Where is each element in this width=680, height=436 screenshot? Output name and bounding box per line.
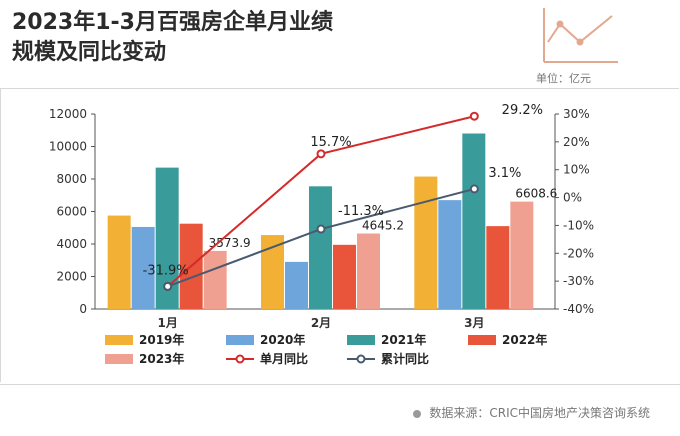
- legend-swatch: [105, 335, 133, 345]
- bar: [261, 235, 284, 309]
- legend-label: 2021年: [381, 332, 426, 347]
- unit-label: 单位：亿元: [536, 72, 591, 85]
- legend-label: 2022年: [502, 332, 547, 347]
- bar: [155, 167, 179, 309]
- chart-title-line1: 2023年1-3月百强房企单月业绩: [12, 10, 333, 35]
- y-right-tick-label: 10%: [563, 163, 590, 177]
- legend-label: 2020年: [260, 332, 305, 347]
- legend-label: 2019年: [139, 332, 184, 347]
- bar: [203, 250, 227, 309]
- legend-swatch: [105, 354, 133, 364]
- legend-swatch-marker: [235, 354, 245, 364]
- line-chart-icon: [543, 8, 618, 63]
- y-right-tick-label: 20%: [563, 135, 590, 149]
- y-left-tick-label: 8000: [56, 172, 87, 186]
- bullet-icon: [413, 409, 422, 418]
- bar: [357, 233, 380, 309]
- y-left-tick-label: 10000: [49, 140, 87, 154]
- line-data-label: 15.7%: [310, 135, 351, 150]
- y-left-tick-label: 12000: [49, 107, 87, 121]
- source-text: 数据来源：CRIC中国房地产决策咨询系统: [429, 406, 650, 420]
- chart-frame: [0, 88, 679, 382]
- legend-label: 累计同比: [381, 351, 429, 366]
- bar: [333, 244, 356, 309]
- bar: [486, 226, 510, 309]
- bar: [107, 215, 131, 309]
- y-right-tick-label: 30%: [563, 107, 590, 121]
- legend-swatch: [468, 335, 496, 345]
- legend-swatch-marker: [356, 354, 366, 364]
- y-right-tick-label: 0%: [563, 191, 582, 205]
- chart-title: 2023年1-3月百强房企单月业绩 规模及同比变动: [12, 8, 512, 68]
- x-tick-label: 2月: [311, 316, 331, 330]
- source-note: 数据来源：CRIC中国房地产决策咨询系统: [413, 404, 650, 421]
- divider: [0, 384, 680, 385]
- bar-line-chart: 0 2000 4000 6000 8000 10000 12000 30% 20% 10% 0% -1…: [49, 103, 594, 366]
- legend-swatch: [226, 335, 254, 345]
- line-point: [316, 149, 326, 159]
- line-data-label: 3.1%: [488, 166, 521, 181]
- chart-title-line2: 规模及同比变动: [12, 40, 167, 65]
- bar: [309, 186, 332, 309]
- y-left-tick-label: 2000: [56, 270, 87, 284]
- line-data-label: -11.3%: [338, 204, 384, 219]
- bar: [438, 200, 462, 309]
- bar: [285, 261, 308, 309]
- line-point: [163, 281, 173, 291]
- y-right-tick-label: -30%: [563, 274, 594, 288]
- line-point: [469, 111, 479, 121]
- bar-data-label: 4645.2: [362, 219, 404, 233]
- legend-label: 2023年: [139, 351, 184, 366]
- y-right-tick-label: -20%: [563, 246, 594, 260]
- bar: [414, 176, 438, 309]
- line-point: [316, 224, 326, 234]
- bar: [510, 201, 534, 309]
- y-left-tick-label: 6000: [56, 205, 87, 219]
- y-left-tick-label: 4000: [56, 237, 87, 251]
- bar-data-label: 3573.9: [209, 236, 251, 250]
- y-left-tick-label: 0: [79, 302, 87, 316]
- x-tick-label: 1月: [157, 316, 177, 330]
- bar: [131, 226, 155, 309]
- y-right-tick-label: -40%: [563, 302, 594, 316]
- bar: [462, 133, 486, 309]
- bar-data-label: 6608.6: [515, 187, 557, 201]
- y-right-tick-label: -10%: [563, 218, 594, 232]
- line-point: [469, 184, 479, 194]
- line-data-label: 29.2%: [502, 103, 543, 118]
- line-data-label: -31.9%: [143, 263, 189, 278]
- legend-label: 单月同比: [260, 351, 308, 366]
- legend-swatch: [347, 335, 375, 345]
- x-tick-label: 3月: [464, 316, 484, 330]
